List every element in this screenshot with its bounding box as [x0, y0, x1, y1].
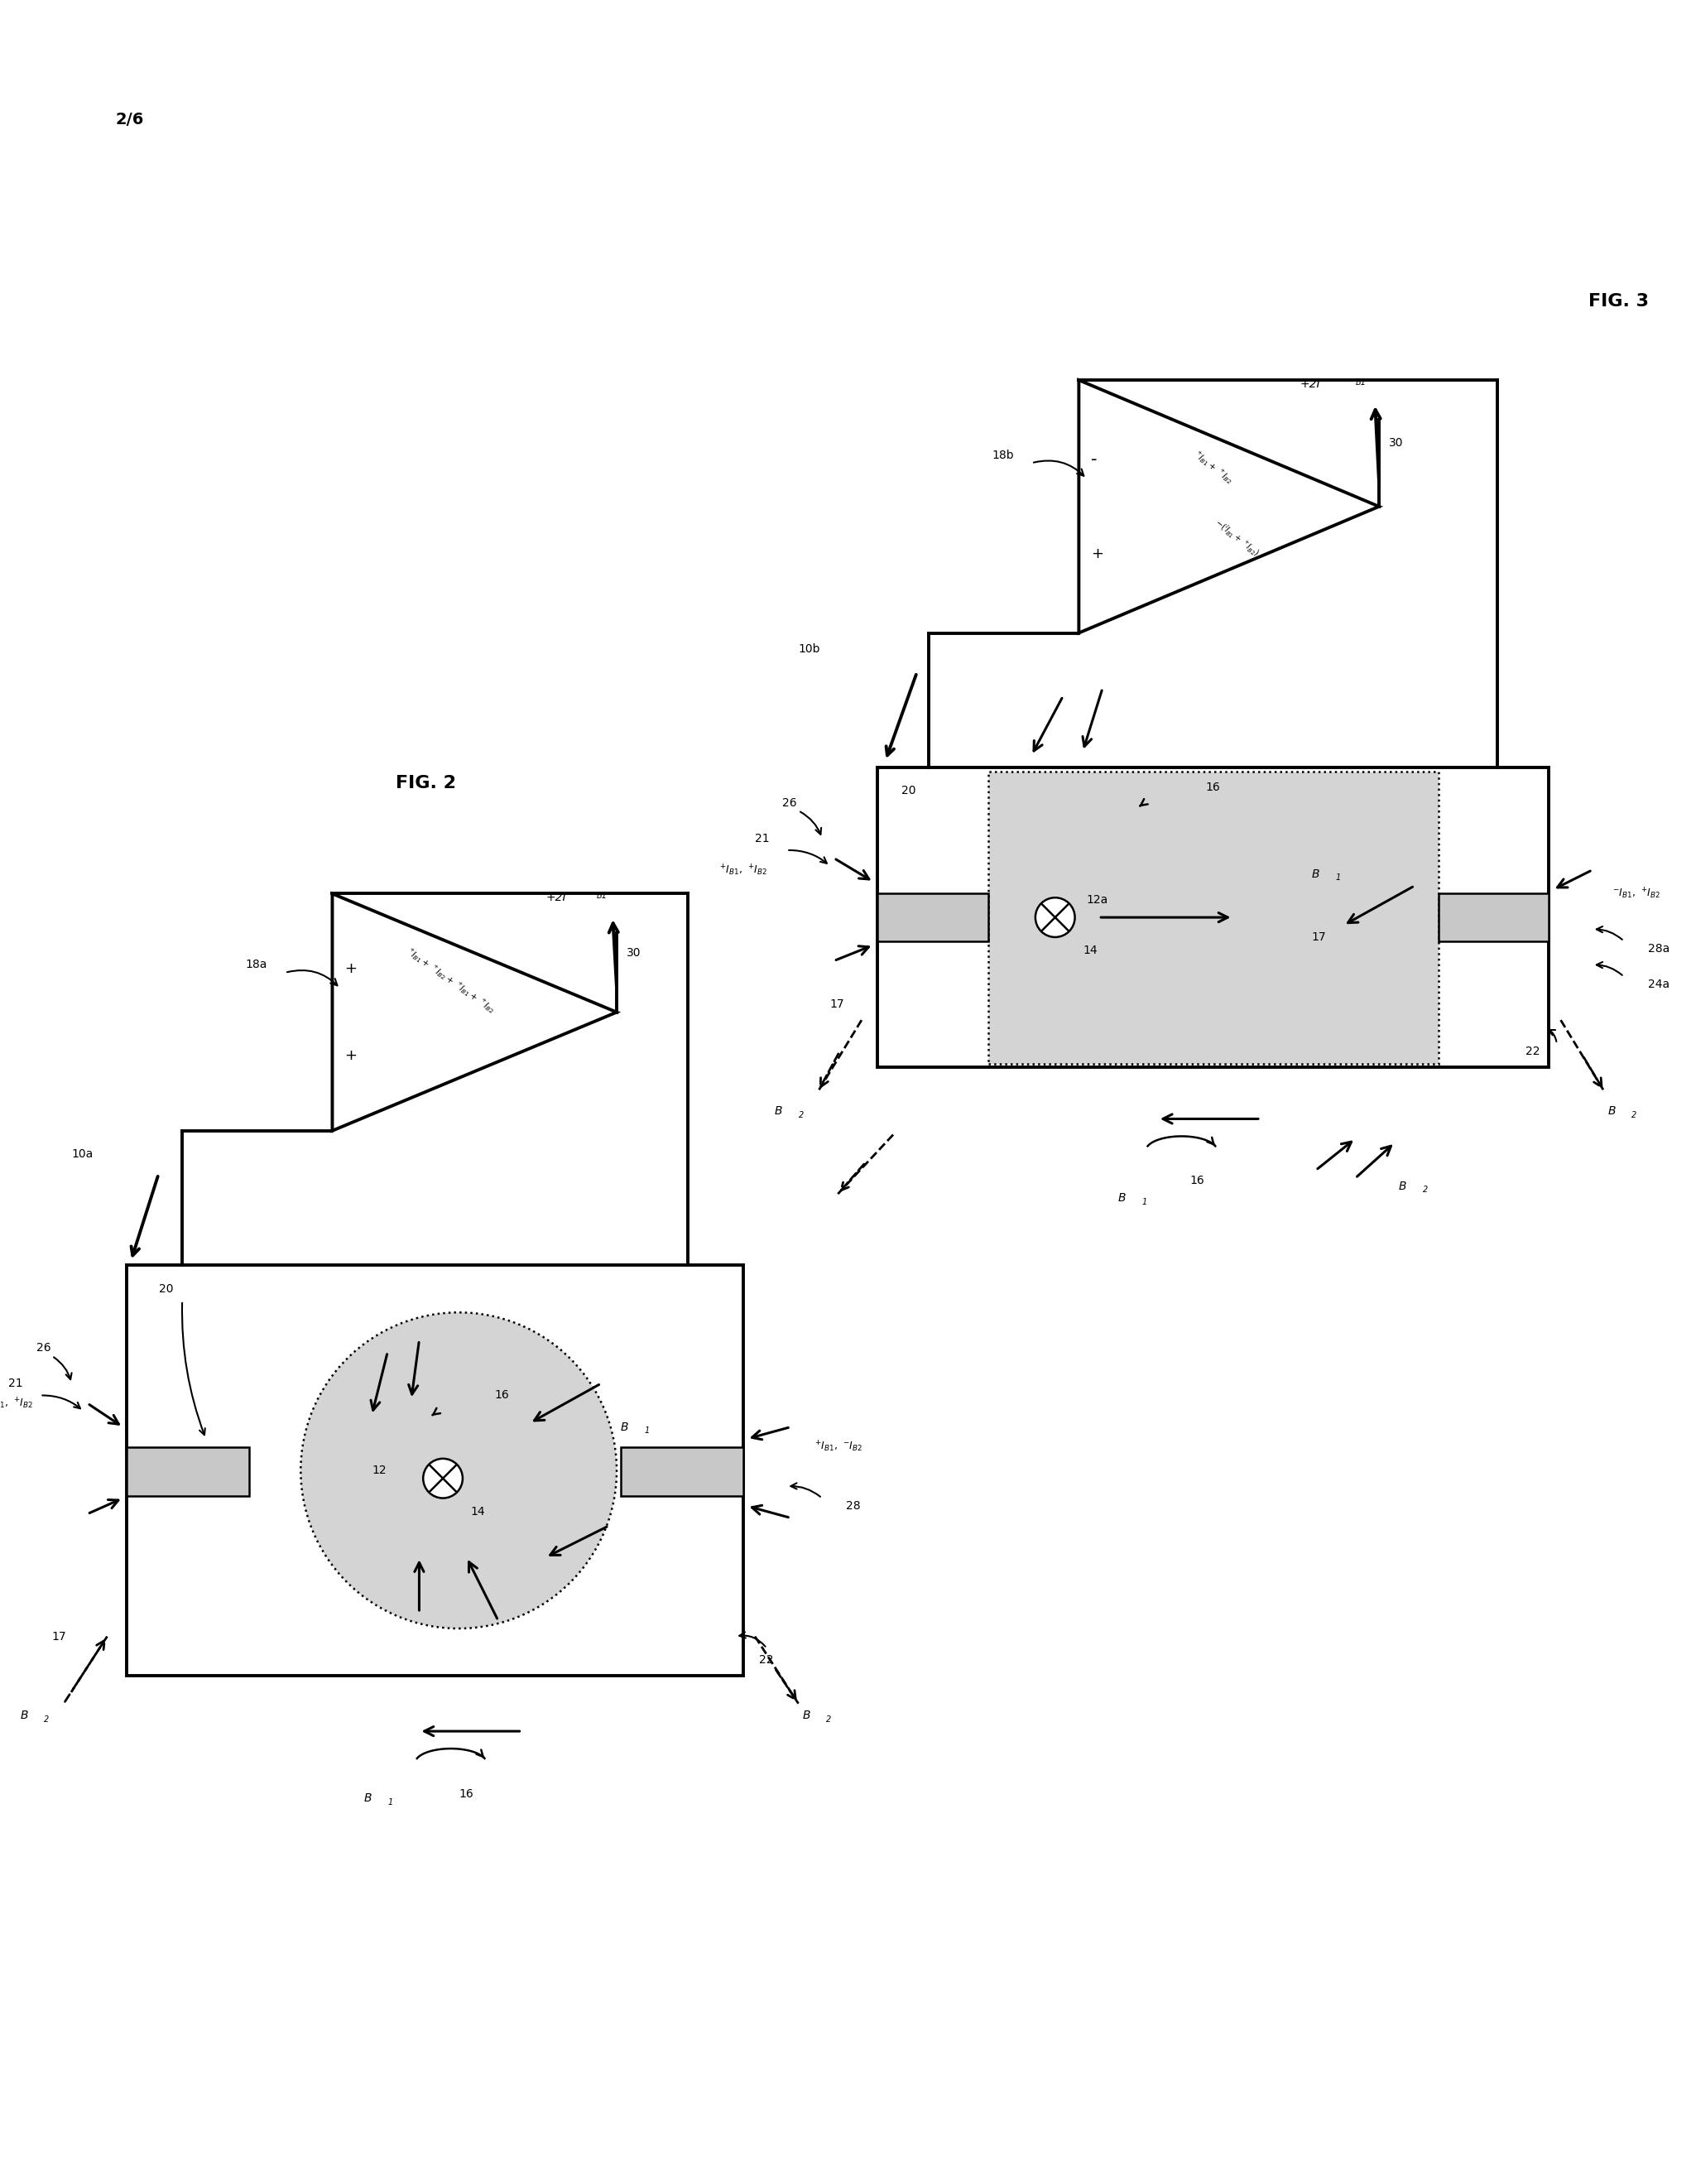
- Text: $-(^{i}I_{B1}+\ ^{+}I_{B2})$: $-(^{i}I_{B1}+\ ^{+}I_{B2})$: [1211, 518, 1262, 559]
- Text: 1: 1: [644, 1426, 650, 1435]
- Text: 20: 20: [901, 786, 916, 797]
- Bar: [1438, 893, 1548, 941]
- Text: 24a: 24a: [1647, 978, 1669, 989]
- Text: B: B: [20, 1710, 29, 1721]
- Text: H: H: [1477, 913, 1486, 924]
- Text: -: -: [1091, 450, 1097, 467]
- Text: 22: 22: [758, 1653, 773, 1666]
- Text: 17: 17: [1313, 930, 1326, 943]
- Text: 26: 26: [36, 1343, 51, 1354]
- Text: 28a: 28a: [1647, 943, 1669, 954]
- Text: 10a: 10a: [71, 1149, 93, 1160]
- Text: B: B: [1608, 1105, 1616, 1116]
- Text: B: B: [365, 1793, 371, 1804]
- Text: 2: 2: [826, 1714, 831, 1723]
- Text: 17: 17: [621, 1485, 636, 1496]
- Text: +2I: +2I: [1301, 378, 1321, 389]
- Text: 18a: 18a: [246, 959, 268, 970]
- Bar: [127, 1446, 249, 1496]
- Text: 2/6: 2/6: [115, 111, 144, 127]
- Bar: [877, 767, 1548, 1068]
- Bar: [621, 1446, 743, 1496]
- Text: 1: 1: [1141, 1197, 1146, 1206]
- Text: $^{-}I_{B1},\ ^{+}I_{B2}$: $^{-}I_{B1},\ ^{+}I_{B2}$: [1611, 887, 1660, 900]
- Text: B1: B1: [1355, 378, 1365, 387]
- Text: B: B: [775, 1105, 782, 1116]
- Text: +: +: [1091, 546, 1102, 561]
- Text: B: B: [802, 1710, 811, 1721]
- Text: 2: 2: [1504, 928, 1509, 935]
- Text: B1: B1: [597, 891, 607, 900]
- Text: $^{+}I_{B1},\ ^{+}I_{B2}$: $^{+}I_{B1},\ ^{+}I_{B2}$: [719, 863, 767, 878]
- Text: 30: 30: [626, 948, 641, 959]
- Text: H: H: [887, 913, 894, 924]
- Text: 12: 12: [371, 1465, 387, 1476]
- Text: 28: 28: [846, 1500, 860, 1511]
- Text: 16: 16: [1206, 782, 1219, 793]
- Text: B: B: [1399, 1179, 1406, 1192]
- Circle shape: [422, 1459, 463, 1498]
- Text: 14: 14: [1082, 946, 1097, 957]
- Text: FIG. 2: FIG. 2: [395, 775, 456, 791]
- Text: FIG. 3: FIG. 3: [1589, 293, 1649, 310]
- Bar: [877, 893, 989, 941]
- Text: 1: 1: [914, 928, 919, 935]
- Text: 2: 2: [1423, 1186, 1428, 1195]
- Text: 1: 1: [163, 1483, 168, 1489]
- Text: 30: 30: [1389, 437, 1403, 450]
- Text: $^{+}I_{B1},\ ^{+}I_{B2}$: $^{+}I_{B1},\ ^{+}I_{B2}$: [0, 1396, 32, 1411]
- Text: 1: 1: [1335, 874, 1342, 882]
- Text: H: H: [660, 1465, 668, 1476]
- Text: 16: 16: [494, 1389, 509, 1402]
- Text: 1: 1: [388, 1797, 393, 1806]
- Text: 2: 2: [799, 1112, 804, 1118]
- Text: H: H: [136, 1465, 144, 1476]
- Text: $^{+}I_{B1}+\ ^{+}I_{B2}+\ ^{+}I_{B1}+\ ^{+}I_{B2}$: $^{+}I_{B1}+\ ^{+}I_{B2}+\ ^{+}I_{B1}+\ …: [404, 946, 497, 1016]
- Text: 2: 2: [1632, 1112, 1637, 1118]
- Text: 21: 21: [755, 832, 770, 845]
- Text: 16: 16: [458, 1789, 473, 1800]
- Text: B: B: [1313, 867, 1319, 880]
- Text: 21: 21: [8, 1378, 24, 1389]
- Text: 26: 26: [782, 797, 797, 808]
- Text: $^{+}I_{B1},\ ^{-}I_{B2}$: $^{+}I_{B1},\ ^{-}I_{B2}$: [814, 1439, 862, 1455]
- Text: B: B: [621, 1422, 629, 1433]
- Text: +: +: [344, 961, 356, 976]
- Bar: [127, 1265, 743, 1675]
- Bar: [989, 771, 1438, 1064]
- Text: $^{+}I_{B1}+\ ^{+}I_{B2}$: $^{+}I_{B1}+\ ^{+}I_{B2}$: [1191, 448, 1235, 487]
- Text: 2: 2: [44, 1714, 49, 1723]
- Text: 17: 17: [829, 998, 845, 1009]
- Text: 14: 14: [470, 1505, 485, 1518]
- Text: 20: 20: [158, 1282, 173, 1295]
- Text: +2I: +2I: [546, 891, 566, 904]
- Text: 18b: 18b: [992, 450, 1014, 461]
- Text: 17: 17: [53, 1631, 66, 1642]
- Circle shape: [1035, 898, 1075, 937]
- Text: B: B: [1118, 1192, 1126, 1203]
- Text: 2: 2: [687, 1483, 692, 1489]
- Text: 16: 16: [1189, 1175, 1204, 1186]
- Circle shape: [300, 1313, 617, 1629]
- Text: 22: 22: [1525, 1046, 1540, 1057]
- Text: 10b: 10b: [799, 642, 821, 655]
- Text: 12a: 12a: [1087, 893, 1109, 906]
- Text: +: +: [344, 1048, 356, 1064]
